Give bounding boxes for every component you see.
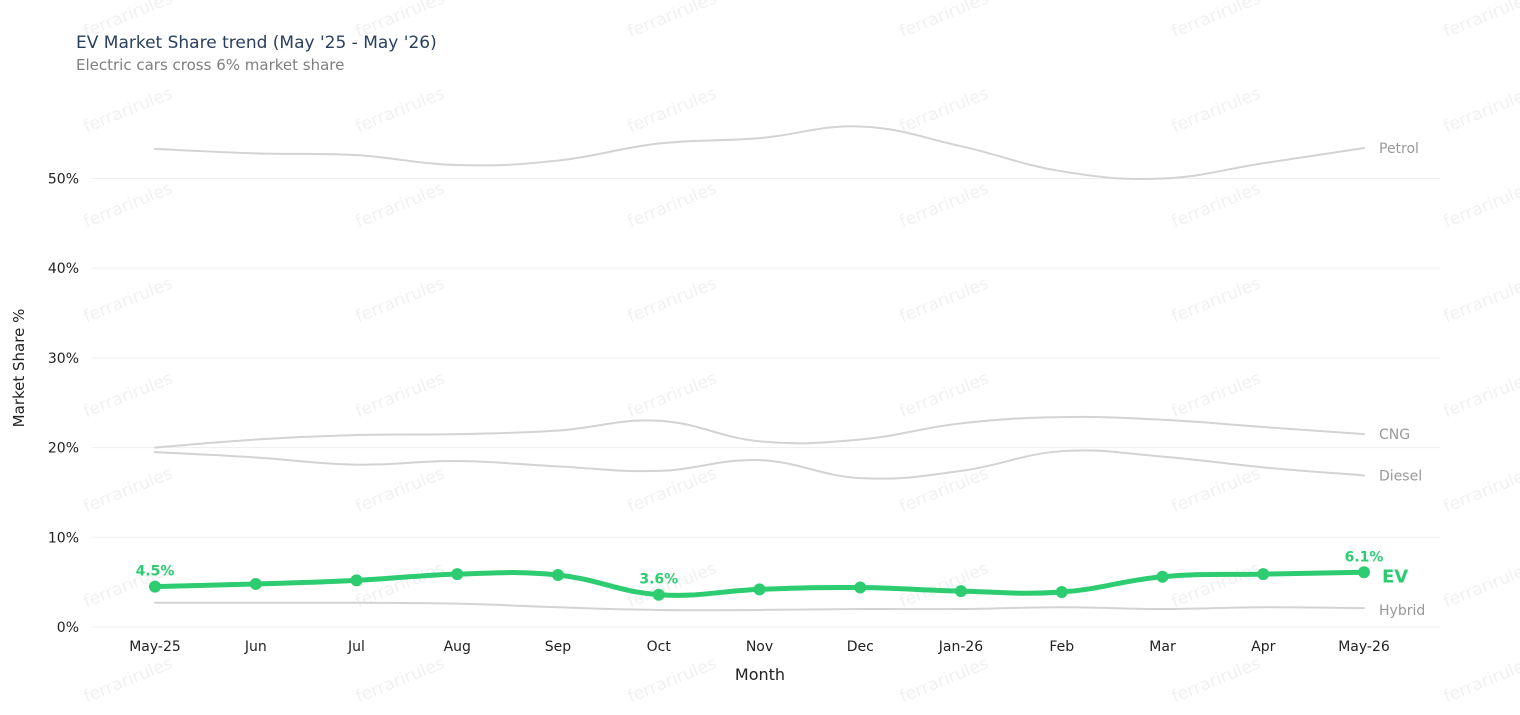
watermark-text: ferrarirules bbox=[897, 83, 992, 137]
y-tick-label: 50% bbox=[48, 172, 79, 188]
x-tick-label: Nov bbox=[746, 639, 773, 655]
watermark-text: ferrarirules bbox=[353, 83, 448, 137]
watermark-text: ferrarirules bbox=[353, 178, 448, 232]
ev-point bbox=[1055, 586, 1068, 599]
watermark-text: ferrarirules bbox=[81, 178, 176, 232]
watermark-text: ferrarirules bbox=[353, 0, 448, 42]
chart-title: EV Market Share trend (May '25 - May '26… bbox=[76, 33, 437, 53]
watermark-text: ferrarirules bbox=[1441, 653, 1520, 707]
ev-point bbox=[149, 580, 161, 593]
watermark-text: ferrarirules bbox=[1169, 558, 1264, 612]
x-tick-label: Aug bbox=[444, 639, 471, 655]
diesel-series-label: Diesel bbox=[1379, 468, 1422, 484]
ev-data-label: 6.1% bbox=[1345, 549, 1384, 565]
watermark-text: ferrarirules bbox=[1169, 83, 1264, 137]
petrol-series-label: Petrol bbox=[1379, 141, 1419, 157]
watermark-text: ferrarirules bbox=[1441, 178, 1520, 232]
watermark-text: ferrarirules bbox=[81, 463, 176, 517]
x-tick-label: Sep bbox=[545, 639, 572, 655]
x-tick-label: Apr bbox=[1251, 639, 1275, 655]
watermark-text: ferrarirules bbox=[897, 273, 992, 327]
y-tick-label: 40% bbox=[48, 261, 79, 277]
watermark-text: ferrarirules bbox=[897, 558, 992, 612]
series-labels: Petrol CNG Diesel Hybrid EV 4.5% 3.6% 6.1% bbox=[136, 141, 1426, 619]
watermark-text: ferrarirules bbox=[1169, 273, 1264, 327]
watermark-text: ferrarirules bbox=[897, 653, 992, 707]
watermark-text: ferrarirules bbox=[625, 368, 720, 422]
ev-point bbox=[451, 568, 464, 581]
watermark-text: ferrarirules bbox=[353, 653, 448, 707]
watermark-text: ferrarirules bbox=[625, 83, 720, 137]
watermark-text: ferrarirules bbox=[897, 178, 992, 232]
ev-point bbox=[552, 568, 564, 581]
watermark-text: ferrarirules bbox=[353, 368, 448, 422]
ev-point bbox=[753, 583, 766, 596]
chart-subtitle: Electric cars cross 6% market share bbox=[76, 56, 345, 74]
y-tick-label: 0% bbox=[57, 620, 79, 636]
watermark-text: ferrarirules bbox=[1441, 558, 1520, 612]
ev-point bbox=[249, 577, 262, 590]
watermark-text: ferrarirules bbox=[1169, 178, 1264, 232]
watermark-text: ferrarirules bbox=[1441, 273, 1520, 327]
ev-point bbox=[955, 585, 967, 598]
x-axis-title: Month bbox=[735, 665, 785, 684]
watermark-text: ferrarirules bbox=[897, 0, 992, 42]
watermark-text: ferrarirules bbox=[625, 0, 720, 42]
x-tick-label: May-25 bbox=[129, 639, 181, 655]
ev-point bbox=[1257, 568, 1270, 581]
x-axis: May-25 Jun Jul Aug Sep Oct Nov Dec Jan-26 Feb Mar A… bbox=[129, 639, 1390, 655]
x-tick-label: Jun bbox=[244, 639, 267, 655]
watermark-text: ferrarirules bbox=[81, 273, 176, 327]
watermark-text: ferrarirules bbox=[81, 368, 176, 422]
watermark-text: ferrarirules bbox=[1169, 368, 1264, 422]
x-tick-label: Mar bbox=[1149, 639, 1176, 655]
ev-point bbox=[350, 574, 363, 587]
watermark-text: ferrarirules bbox=[1441, 83, 1520, 137]
watermark-text: ferrarirules bbox=[1169, 463, 1264, 517]
ev-point bbox=[854, 581, 867, 594]
series-lines bbox=[149, 125, 1370, 612]
watermark-text: ferrarirules bbox=[1441, 368, 1520, 422]
y-tick-label: 20% bbox=[48, 441, 79, 457]
grid-lines bbox=[92, 178, 1440, 628]
cng-series-label: CNG bbox=[1379, 427, 1410, 443]
cng-line bbox=[154, 415, 1365, 449]
x-tick-label: Jul bbox=[347, 639, 365, 655]
watermark-layer: ferrarirules ferrarirules ferrarirules ferr… bbox=[81, 0, 1520, 707]
ev-series-label: EV bbox=[1382, 566, 1408, 587]
watermark-text: ferrarirules bbox=[1441, 0, 1520, 42]
watermark-text: ferrarirules bbox=[1169, 0, 1264, 42]
y-tick-label: 30% bbox=[48, 351, 79, 367]
watermark-text: ferrarirules bbox=[897, 368, 992, 422]
watermark-text: ferrarirules bbox=[81, 83, 176, 137]
x-tick-label: Oct bbox=[647, 639, 672, 655]
watermark-text: ferrarirules bbox=[353, 273, 448, 327]
y-axis: 0% 10% 20% 30% 40% 50% bbox=[48, 172, 79, 637]
x-tick-label: Dec bbox=[847, 639, 874, 655]
watermark-text: ferrarirules bbox=[81, 653, 176, 707]
watermark-text: ferrarirules bbox=[625, 653, 720, 707]
watermark-text: ferrarirules bbox=[81, 0, 176, 42]
x-tick-label: May-26 bbox=[1338, 639, 1390, 655]
hybrid-line bbox=[154, 601, 1365, 612]
petrol-line bbox=[154, 125, 1365, 180]
watermark-text: ferrarirules bbox=[1441, 463, 1520, 517]
ev-point bbox=[652, 588, 665, 601]
watermark-text: ferrarirules bbox=[625, 273, 720, 327]
watermark-text: ferrarirules bbox=[353, 463, 448, 517]
ev-point bbox=[1358, 566, 1370, 579]
ev-point bbox=[1156, 570, 1169, 583]
watermark-text: ferrarirules bbox=[897, 463, 992, 517]
x-tick-label: Feb bbox=[1049, 639, 1074, 655]
diesel-line bbox=[154, 449, 1365, 480]
ev-data-label: 3.6% bbox=[639, 572, 678, 588]
x-tick-label: Jan-26 bbox=[938, 639, 984, 655]
hybrid-series-label: Hybrid bbox=[1379, 603, 1425, 619]
y-axis-title: Market Share % bbox=[10, 309, 28, 428]
y-tick-label: 10% bbox=[48, 530, 79, 546]
ev-data-label: 4.5% bbox=[136, 564, 175, 580]
watermark-text: ferrarirules bbox=[1169, 653, 1264, 707]
watermark-text: ferrarirules bbox=[625, 178, 720, 232]
